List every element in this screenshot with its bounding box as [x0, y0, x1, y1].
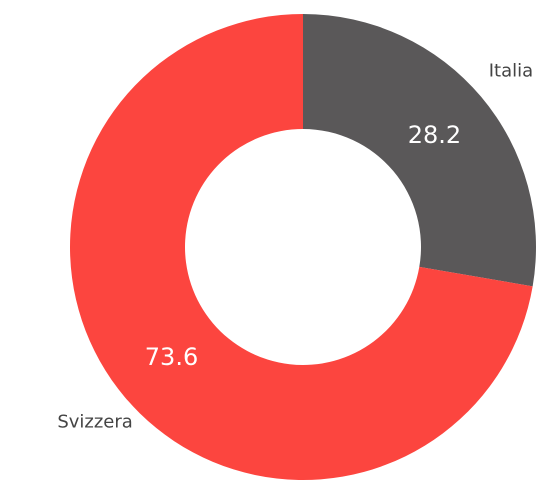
category-label: Italia	[489, 61, 533, 82]
donut-slice	[69, 14, 533, 480]
category-label: Svizzera	[57, 411, 132, 432]
value-label: 28.2	[408, 121, 461, 149]
value-label: 73.6	[145, 343, 198, 371]
donut-slice	[303, 14, 536, 287]
